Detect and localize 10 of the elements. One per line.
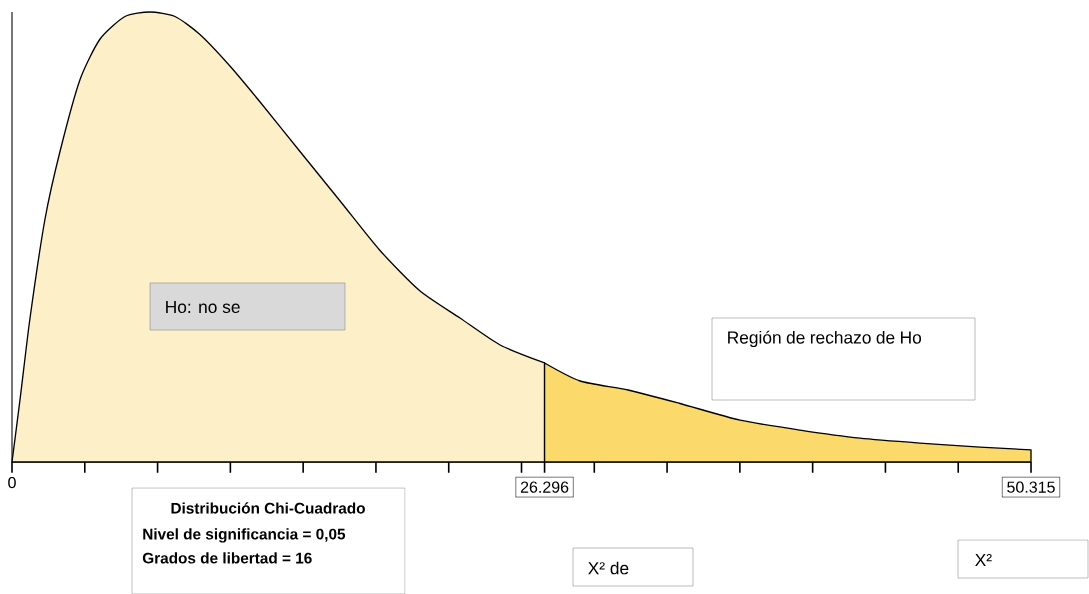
text: X² (975, 553, 992, 567)
annotation: Región de rechazo de Ho (728, 330, 922, 348)
annotation: Ho: no se (166, 300, 240, 314)
text: Distribución Chi-Cuadrado (171, 502, 365, 514)
x-tick-label: 0 (8, 476, 16, 489)
text: X² de (588, 561, 629, 575)
text: Grados de libertad = 16 (142, 552, 312, 564)
x-tick-label: 50.315 (1007, 481, 1055, 493)
text: Nivel de significancia = 0,05 (143, 528, 346, 543)
x-tick-label: 26.296 (520, 481, 569, 493)
